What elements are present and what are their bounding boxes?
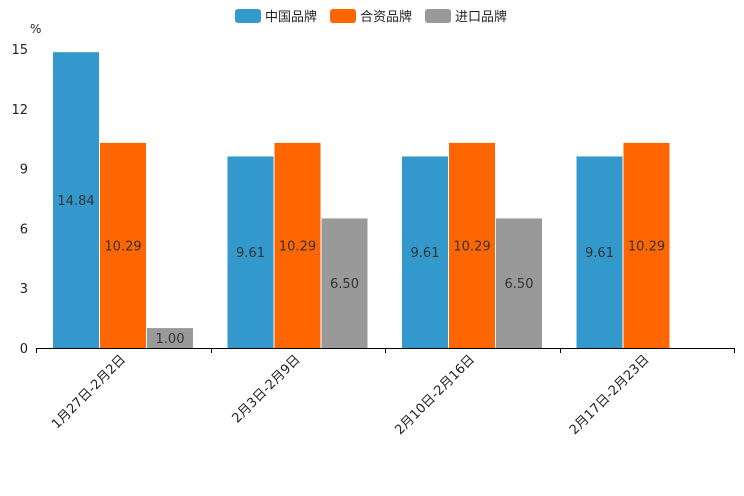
data-label: 1.00 [156,332,185,347]
y-tick-label: 3 [20,282,28,297]
y-tick-label: 12 [11,103,28,118]
bar-1-3 [402,156,448,348]
data-label: 6.50 [330,277,359,292]
x-axis: 1月27日-2月2日 2月3日-2月9日 2月10日-2月16日 2月17日-2月23… [36,348,735,438]
bars: 14.84 9.61 9.61 9.61 10.29 10.29 10.29 10.29 1.0… [53,52,670,349]
bar-2-3 [449,142,495,348]
data-label: 6.50 [505,277,534,292]
bar-3-3 [496,218,542,348]
legend-label: 进口品牌 [455,9,507,25]
x-tick-label: 2月10日-2月16日 [392,352,478,438]
legend-swatch [330,9,356,23]
y-tick-label: 15 [11,43,28,58]
bar-1-1 [53,52,99,349]
legend: 中国品牌 合资品牌 进口品牌 [235,9,507,25]
bar-2-4 [623,142,670,348]
bar-3-1 [147,328,193,348]
bar-2-2 [274,142,321,348]
y-tick-label: 9 [20,163,28,178]
data-label: 10.29 [453,239,490,254]
legend-swatch [425,9,451,23]
bar-2-1 [100,142,146,348]
data-label: 10.29 [628,239,665,254]
x-tick-label: 2月17日-2月23日 [567,352,653,438]
x-tick-label: 1月27日-2月2日 [49,352,129,432]
x-tick-label: 2月3日-2月9日 [229,352,303,426]
data-label: 9.61 [411,246,440,261]
legend-label: 合资品牌 [360,9,412,25]
y-tick-label: 0 [20,342,28,357]
legend-swatch [235,9,261,23]
data-label: 10.29 [279,239,316,254]
y-axis-unit-label: % [30,22,41,36]
bar-1-4 [576,156,623,348]
y-axis: 0 3 6 9 12 15 [11,43,28,357]
y-tick-label: 6 [20,222,28,237]
bar-3-2 [321,218,368,348]
data-label: 14.84 [57,194,94,209]
data-label: 9.61 [585,246,614,261]
data-label: 9.61 [236,246,265,261]
legend-label: 中国品牌 [265,9,317,25]
data-label: 10.29 [104,239,141,254]
bar-1-2 [227,156,274,348]
